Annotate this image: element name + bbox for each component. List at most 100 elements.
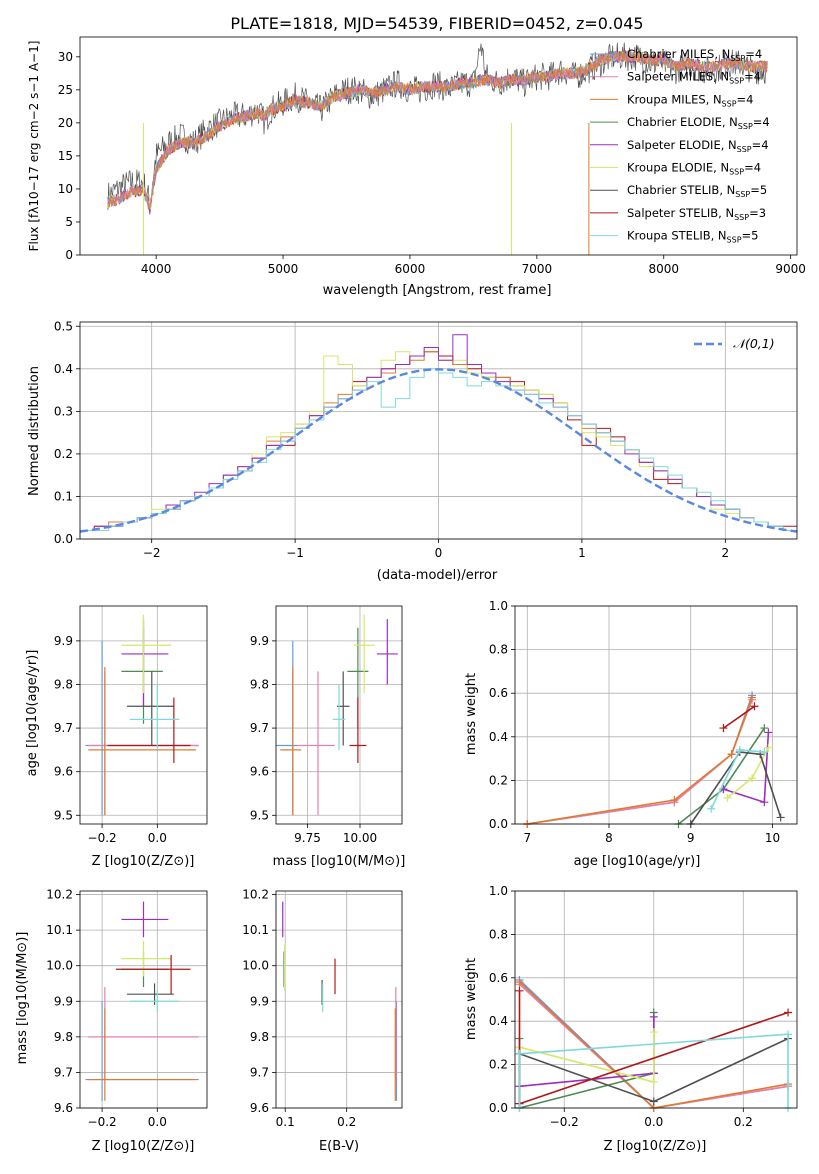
residuals-panel: −2 −1 0 1 2 0.0 0.1 0.2 0.3 0.4 0.5 𝒩(0,1) (54, 319, 798, 560)
age-vs-z-xlabel: Z [log10(Z/Z⊙)] (92, 854, 195, 869)
x-tick-label: 10 (765, 831, 780, 845)
mass-vs-ebv-xlabel: E(B-V) (319, 1139, 359, 1154)
normal-curve-line (79, 368, 798, 533)
x-tick-label: 8000 (648, 262, 679, 276)
y-tick-label: 9.6 (250, 1101, 269, 1115)
y-tick-label: 0.2 (489, 773, 508, 787)
y-tick-label: 0.6 (489, 686, 508, 700)
y-tick-label: 0.6 (489, 971, 508, 985)
spectrum-panel: 4000 5000 6000 7000 8000 9000 0 5 10 15 20 25 30 Chab… (58, 36, 806, 276)
residuals-xlabel: (data-model)/error (377, 568, 498, 583)
x-tick-label: 6000 (395, 262, 426, 276)
mass-weight-line (527, 695, 753, 825)
x-tick-label: 0.1 (276, 1115, 295, 1129)
mass-weight-marker (784, 1008, 793, 1017)
y-tick-label: 0.1 (54, 489, 73, 503)
y-tick-label: 9.5 (250, 808, 269, 822)
y-tick-label: 0.0 (489, 817, 508, 831)
legend-entry: Salpeter ELODIE, NSSP=4 (627, 138, 769, 154)
massweight-vs-z-panel: −0.2 0.0 0.2 0.0 0.2 0.4 0.6 0.8 1.0 (489, 884, 798, 1129)
x-tick-label: 8 (605, 831, 613, 845)
mass-weight-marker (515, 978, 524, 987)
x-tick-label: 0.0 (148, 831, 167, 845)
y-tick-label: 20 (58, 116, 73, 130)
mass-weight-marker (670, 796, 679, 805)
legend-entry: Salpeter STELIB, NSSP=3 (627, 206, 766, 222)
mass-weight-marker (748, 774, 757, 783)
y-tick-label: 9.7 (250, 1065, 269, 1079)
y-tick-label: 5 (65, 215, 73, 229)
mass-weight-line (722, 705, 755, 729)
axes-frame (79, 890, 208, 1109)
axes-frame (514, 605, 798, 825)
y-tick-label: 10.0 (242, 959, 269, 973)
x-tick-label: −1 (286, 546, 304, 560)
mass-weight-line (678, 727, 765, 825)
mass-vs-z-panel: −0.2 0.0 9.6 9.7 9.8 9.9 10.0 10.1 10.2 (46, 888, 208, 1129)
age-vs-mass-panel: 9.75 10.00 9.5 9.6 9.7 9.8 9.9 (250, 605, 403, 845)
massweight-vs-z-ylabel: mass weight (464, 958, 479, 1040)
y-tick-label: 1.0 (489, 884, 508, 898)
axes-frame (514, 890, 798, 1109)
mass-vs-z-ylabel: mass [log10(M/M⊙)] (15, 932, 30, 1065)
mass-weight-marker (719, 724, 728, 733)
massweight-vs-age-ylabel: mass weight (464, 673, 479, 755)
y-tick-label: 9.6 (250, 765, 269, 779)
x-tick-label: 7 (523, 831, 531, 845)
x-tick-label: 9 (687, 831, 695, 845)
mass-weight-marker (649, 1028, 658, 1037)
y-tick-label: 0.2 (489, 1058, 508, 1072)
legend-entry: Kroupa MILES, NSSP=4 (627, 92, 753, 108)
y-tick-label: 0 (65, 248, 73, 262)
x-tick-label: 0.0 (644, 1115, 663, 1129)
massweight-vs-age-panel: 7 8 9 10 0.0 0.2 0.4 0.6 0.8 1.0 (489, 599, 798, 845)
y-tick-label: 0.8 (489, 927, 508, 941)
mass-weight-line (518, 1033, 789, 1108)
y-tick-label: 0.4 (489, 1014, 508, 1028)
mass-weight-marker (649, 1012, 658, 1021)
y-tick-label: 0.3 (54, 404, 73, 418)
legend-entry: Kroupa STELIB, NSSP=5 (627, 229, 758, 245)
mass-weight-marker (760, 724, 769, 733)
x-tick-label: 0.2 (734, 1115, 753, 1129)
y-tick-label: 9.8 (250, 1030, 269, 1044)
y-tick-label: 9.9 (250, 634, 269, 648)
legend-entry: Salpeter MILES, NSSP=4 (627, 70, 761, 86)
mass-weight-marker (760, 798, 769, 807)
y-tick-label: 10.1 (46, 923, 73, 937)
y-tick-label: 9.8 (54, 677, 73, 691)
y-tick-label: 9.9 (54, 634, 73, 648)
massweight-vs-z-xlabel: Z [log10(Z/Z⊙)] (604, 1139, 707, 1154)
x-tick-label: 2 (721, 546, 729, 560)
y-tick-label: 10.2 (46, 888, 73, 902)
mass-weight-marker (764, 743, 773, 752)
axes-frame (79, 321, 798, 540)
spectrum-title: PLATE=1818, MJD=54539, FIBERID=0452, z=0… (230, 14, 643, 33)
legend-entry: 𝒩(0,1) (733, 336, 775, 351)
y-tick-label: 1.0 (489, 599, 508, 613)
y-tick-label: 9.8 (250, 677, 269, 691)
y-tick-label: 10.1 (242, 923, 269, 937)
x-tick-label: 9.75 (294, 831, 321, 845)
mass-weight-marker (750, 702, 759, 711)
y-tick-label: 9.5 (54, 808, 73, 822)
y-tick-label: 15 (58, 149, 73, 163)
x-tick-label: 4000 (141, 262, 172, 276)
mass-weight-marker (735, 745, 744, 754)
mass-weight-marker (764, 728, 773, 737)
axes-frame (275, 605, 403, 825)
y-tick-label: 25 (58, 83, 73, 97)
y-tick-label: 9.6 (54, 1101, 73, 1115)
x-tick-label: 0 (435, 546, 443, 560)
mass-vs-ebv-panel: 0.1 0.2 9.6 9.7 9.8 9.9 10.0 10.1 10.2 (242, 888, 403, 1129)
mass-weight-marker (776, 813, 785, 822)
mass-weight-marker (723, 793, 732, 802)
age-vs-z-panel: −0.2 0.0 9.5 9.6 9.7 9.8 9.9 (54, 605, 208, 845)
x-tick-label: 9000 (775, 262, 806, 276)
legend-entry: Chabrier ELODIE, NSSP=4 (627, 115, 770, 131)
mass-weight-marker (707, 804, 716, 813)
mass-weight-line (527, 697, 753, 825)
y-tick-label: 10 (58, 182, 73, 196)
axes-frame (79, 605, 208, 825)
mass-weight-marker (515, 986, 524, 995)
